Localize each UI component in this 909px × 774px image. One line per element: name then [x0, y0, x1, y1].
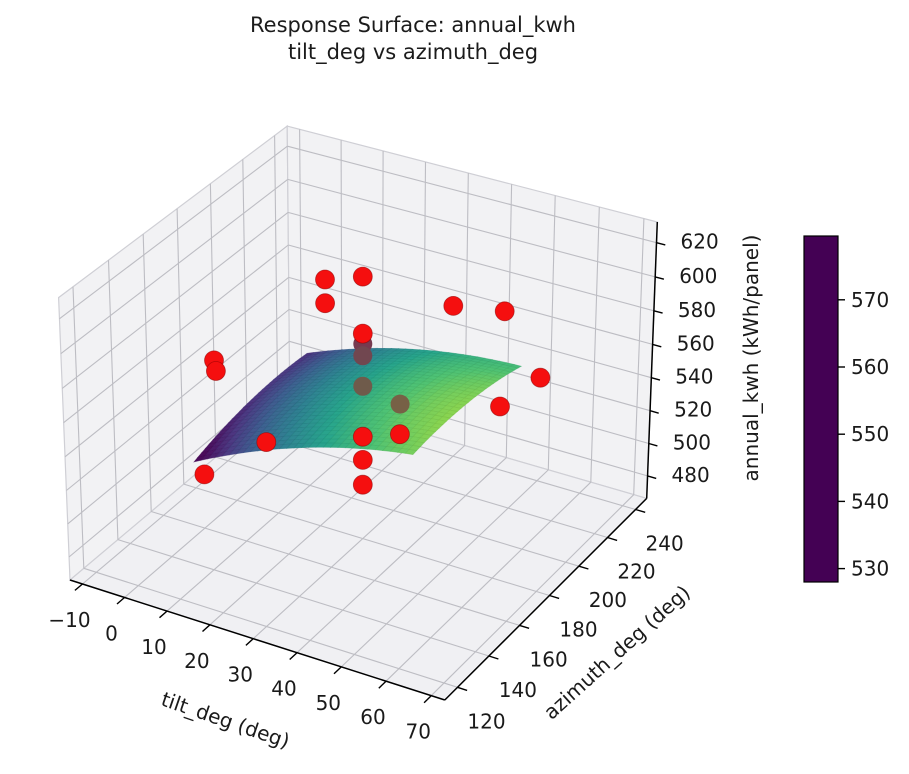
svg-text:70: 70 — [405, 720, 430, 744]
svg-text:550: 550 — [851, 422, 889, 446]
chart-title-line1: Response Surface: annual_kwh — [250, 13, 576, 37]
svg-text:40: 40 — [271, 677, 296, 701]
svg-text:520: 520 — [674, 398, 712, 422]
data-point — [443, 295, 464, 316]
data-point-occluded — [353, 376, 373, 396]
svg-text:10: 10 — [141, 635, 166, 659]
data-point — [352, 323, 373, 344]
svg-text:−10: −10 — [48, 608, 90, 632]
svg-text:570: 570 — [851, 288, 889, 312]
data-point — [205, 361, 226, 381]
colorbar-ticks: 530 540 550 560 570 — [838, 288, 889, 581]
data-point — [352, 266, 373, 287]
svg-text:0: 0 — [105, 622, 118, 646]
svg-text:540: 540 — [851, 489, 889, 513]
svg-text:580: 580 — [678, 298, 716, 322]
svg-text:560: 560 — [677, 331, 715, 355]
svg-text:60: 60 — [360, 705, 385, 729]
data-point — [352, 474, 373, 495]
data-point — [256, 432, 277, 453]
data-point — [494, 301, 515, 322]
svg-text:20: 20 — [184, 649, 209, 673]
svg-text:500: 500 — [673, 431, 711, 455]
svg-text:620: 620 — [681, 230, 719, 254]
axis-lines — [69, 221, 659, 701]
chart-title: Response Surface: annual_kwh tilt_deg vs… — [0, 12, 826, 66]
data-point-occluded — [353, 346, 373, 366]
data-point — [315, 269, 335, 290]
colorbar-gradient — [803, 235, 839, 583]
z-axis-ticks: 480 500 520 540 560 580 600 620 — [647, 230, 719, 487]
svg-text:180: 180 — [559, 618, 597, 642]
colorbar: 530 540 550 560 570 — [803, 235, 889, 583]
svg-text:140: 140 — [499, 678, 537, 702]
svg-text:200: 200 — [589, 588, 627, 612]
data-point — [352, 449, 373, 470]
chart-title-line2: tilt_deg vs azimuth_deg — [287, 40, 539, 64]
svg-text:240: 240 — [646, 532, 684, 556]
svg-text:220: 220 — [617, 560, 655, 584]
x-axis-ticks: −10 0 10 20 30 40 50 60 70 — [48, 583, 432, 744]
data-point — [490, 396, 510, 417]
svg-text:540: 540 — [675, 365, 713, 389]
z-axis-label: annual_kwh (kWh/panel) — [739, 235, 763, 482]
svg-text:50: 50 — [316, 691, 341, 715]
data-point-occluded — [390, 394, 410, 414]
data-point — [194, 464, 215, 485]
data-point — [530, 367, 551, 388]
scatter-points — [194, 266, 551, 495]
data-point — [389, 424, 410, 445]
svg-text:560: 560 — [851, 355, 889, 379]
svg-text:30: 30 — [227, 663, 252, 687]
data-point — [352, 426, 373, 447]
svg-text:120: 120 — [467, 709, 505, 733]
svg-text:530: 530 — [851, 557, 889, 581]
svg-text:160: 160 — [530, 647, 568, 671]
data-point — [315, 293, 336, 314]
y-axis-ticks: 120 140 160 180 200 220 240 — [457, 508, 684, 733]
svg-text:480: 480 — [672, 463, 710, 487]
svg-text:600: 600 — [679, 264, 717, 288]
